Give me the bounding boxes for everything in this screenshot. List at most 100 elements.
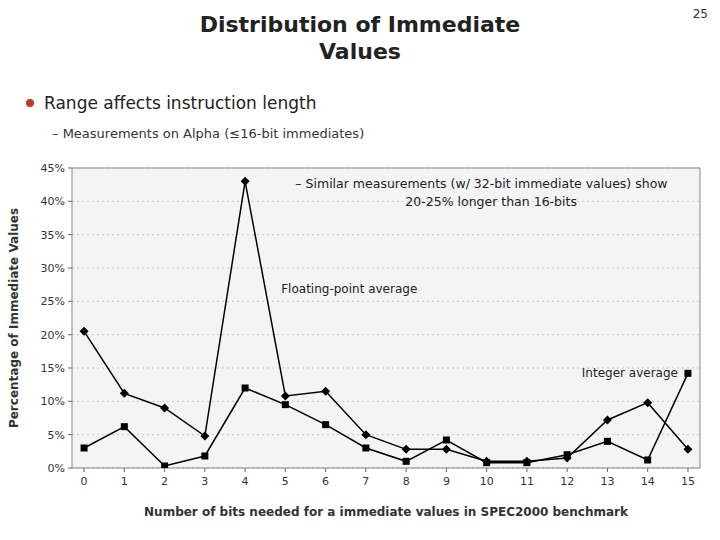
x-tick-label: 8 — [403, 475, 410, 488]
series-marker — [80, 327, 89, 336]
series-marker — [483, 459, 490, 466]
series-marker — [161, 463, 168, 469]
series-marker — [564, 451, 571, 458]
x-tick-label: 10 — [480, 475, 494, 488]
grid-line — [72, 234, 700, 235]
series — [81, 370, 692, 468]
x-tick — [84, 468, 85, 472]
x-tick-label: 13 — [600, 475, 614, 488]
series-marker — [443, 437, 450, 444]
x-tick-label: 5 — [282, 475, 289, 488]
x-axis: 0123456789101112131415 — [81, 468, 695, 488]
y-tick — [68, 234, 72, 235]
x-tick — [406, 468, 407, 472]
series-line — [84, 373, 688, 466]
x-tick — [164, 468, 165, 472]
series-line — [84, 181, 688, 461]
y-tick — [68, 301, 72, 302]
series-marker — [321, 387, 330, 396]
x-tick-label: 4 — [242, 475, 249, 488]
series-marker — [604, 438, 611, 445]
grid-line — [72, 434, 700, 435]
plot-background — [72, 168, 700, 468]
y-tick-label: 10% — [41, 395, 65, 408]
series-marker — [120, 389, 129, 398]
series-marker — [200, 432, 209, 441]
y-tick — [68, 201, 72, 202]
y-tick — [68, 468, 72, 469]
series-label: Floating-point average — [281, 282, 417, 296]
y-axis-label: Percentage of Immediate Values — [7, 208, 21, 428]
y-tick-label: 15% — [41, 362, 65, 375]
series-marker — [523, 459, 530, 466]
title: Distribution of ImmediateValues — [200, 12, 521, 64]
series-marker — [361, 430, 370, 439]
series-marker — [683, 445, 692, 454]
grid-line — [72, 201, 700, 202]
x-tick-label: 6 — [322, 475, 329, 488]
annotation: 20-25% longer than 16-bits — [405, 194, 577, 209]
x-tick-label: 14 — [641, 475, 655, 488]
y-tick-label: 0% — [48, 462, 65, 475]
series-marker — [522, 457, 531, 466]
y-tick — [68, 334, 72, 335]
y-tick — [68, 168, 72, 169]
y-tick — [68, 434, 72, 435]
title-line: Values — [319, 39, 401, 64]
series-marker — [643, 398, 652, 407]
x-tick-label: 15 — [681, 475, 695, 488]
page-number: 25 — [693, 7, 708, 21]
series — [80, 177, 693, 466]
grid-line — [72, 301, 700, 302]
x-tick-label: 7 — [362, 475, 369, 488]
x-tick — [567, 468, 568, 472]
series-marker — [81, 445, 88, 452]
x-tick-label: 12 — [560, 475, 574, 488]
x-tick — [486, 468, 487, 472]
series-marker — [201, 453, 208, 460]
plot-frame — [72, 168, 700, 468]
y-tick-label: 35% — [41, 229, 65, 242]
grid-line — [72, 334, 700, 335]
series-marker — [281, 392, 290, 401]
subtitle: – Measurements on Alpha (≤16-bit immedia… — [52, 126, 364, 141]
x-tick — [607, 468, 608, 472]
series-marker — [442, 445, 451, 454]
y-tick-label: 25% — [41, 295, 65, 308]
grid-line — [72, 268, 700, 269]
bullet-dot — [26, 99, 34, 107]
series-marker — [403, 458, 410, 465]
series-marker — [282, 401, 289, 408]
x-tick — [365, 468, 366, 472]
x-tick — [687, 468, 688, 472]
x-tick — [124, 468, 125, 472]
series-marker — [402, 445, 411, 454]
annotation: – Similar measurements (w/ 32-bit immedi… — [295, 176, 667, 191]
x-tick — [285, 468, 286, 472]
y-tick-label: 20% — [41, 329, 65, 342]
y-tick-label: 45% — [41, 162, 65, 175]
x-tick — [204, 468, 205, 472]
y-tick — [68, 268, 72, 269]
series-marker — [603, 416, 612, 425]
y-axis: 0%5%10%15%20%25%30%35%40%45% — [41, 162, 700, 475]
x-tick-label: 3 — [201, 475, 208, 488]
series-marker — [242, 385, 249, 392]
y-tick-label: 5% — [48, 429, 65, 442]
x-tick — [325, 468, 326, 472]
x-tick — [245, 468, 246, 472]
y-tick-label: 30% — [41, 262, 65, 275]
series-marker — [241, 177, 250, 186]
x-tick-label: 11 — [520, 475, 534, 488]
bullet-text: Range affects instruction length — [44, 93, 316, 113]
x-tick-label: 1 — [121, 475, 128, 488]
series-marker — [160, 404, 169, 413]
chart: 25 Distribution of ImmediateValues Range a… — [0, 0, 720, 540]
x-axis-label: Number of bits needed for a immediate va… — [144, 505, 629, 519]
series-marker — [684, 370, 691, 377]
title-line: Distribution of Immediate — [200, 12, 521, 37]
x-tick-label: 9 — [443, 475, 450, 488]
y-tick — [68, 401, 72, 402]
x-tick — [526, 468, 527, 472]
y-tick — [68, 368, 72, 369]
